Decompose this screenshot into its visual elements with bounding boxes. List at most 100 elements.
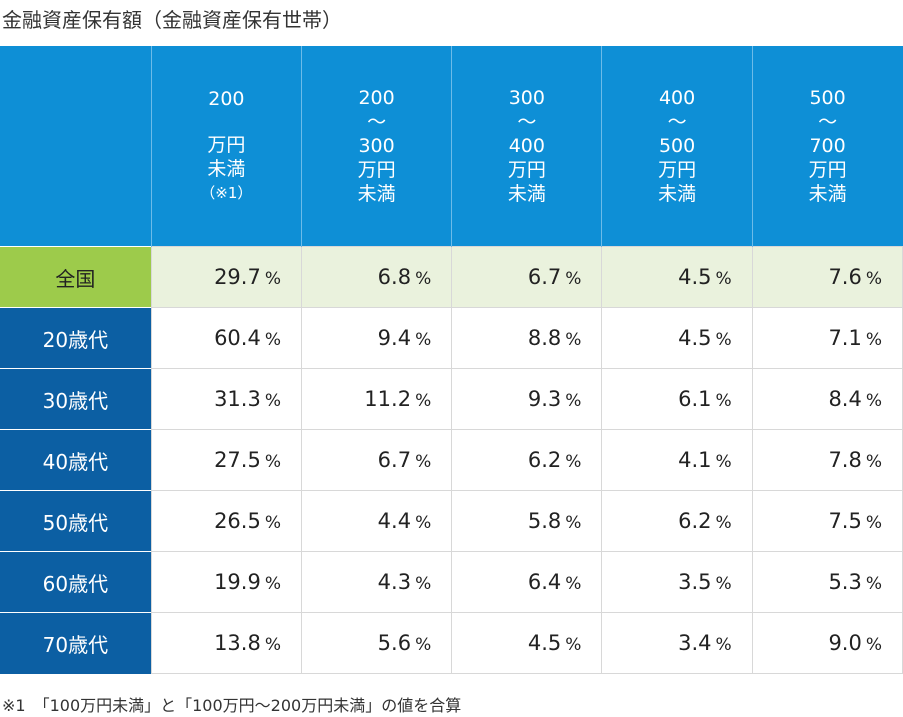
table-cell: 9.0% <box>751 612 903 674</box>
table-cell: 6.4% <box>451 551 603 613</box>
table-cell: 7.1% <box>751 307 903 369</box>
table-cell: 8.8% <box>451 307 603 369</box>
header-line: 未満 <box>808 183 847 205</box>
table-cell: 27.5% <box>150 429 302 491</box>
row-label: 70歳代 <box>0 612 152 674</box>
header-line: 〜 <box>367 111 387 133</box>
cell-value: 4.1 <box>678 448 712 472</box>
cell-value: 6.2 <box>678 509 712 533</box>
header-corner <box>0 46 152 247</box>
cell-unit: % <box>565 635 582 655</box>
header-row: 200 万円 未満 （※1） 200 〜 300 万円 未満 300 〜 400… <box>0 46 903 247</box>
header-line: 400 <box>508 135 545 157</box>
table-cell: 3.4% <box>601 612 753 674</box>
table-cell: 4.5% <box>451 612 603 674</box>
table-cell: 6.2% <box>451 429 603 491</box>
header-line: 500 <box>658 135 696 157</box>
row-label: 50歳代 <box>0 490 152 552</box>
table-cell: 5.8% <box>451 490 603 552</box>
header-200-300: 200 〜 300 万円 未満 <box>300 46 452 247</box>
table-row: 70歳代 13.8% 5.6% 4.5% 3.4% 9.0% <box>0 612 903 674</box>
header-note: （※1） <box>200 184 253 202</box>
cell-unit: % <box>264 635 281 655</box>
header-line: 300 <box>358 135 395 157</box>
header-line: 未満 <box>357 183 396 205</box>
table-cell: 7.5% <box>751 490 903 552</box>
header-line: 〜 <box>818 111 838 133</box>
cell-unit: % <box>264 452 281 472</box>
table-cell: 4.5% <box>601 307 753 369</box>
cell-unit: % <box>415 574 432 594</box>
cell-unit: % <box>565 513 582 533</box>
table-cell: 11.2% <box>300 368 453 430</box>
cell-value: 6.1 <box>678 387 712 411</box>
cell-unit: % <box>415 269 432 289</box>
header-line: 〜 <box>517 111 537 133</box>
header-line: 万円 <box>808 159 847 181</box>
cell-unit: % <box>415 391 432 411</box>
table-cell: 26.5% <box>150 490 302 552</box>
table-row: 50歳代 26.5% 4.4% 5.8% 6.2% 7.5% <box>0 490 903 552</box>
cell-value: 7.5 <box>828 509 862 533</box>
cell-value: 8.8 <box>527 326 562 350</box>
cell-value: 27.5 <box>214 448 261 472</box>
header-line: 400 <box>658 87 696 109</box>
cell-value: 7.8 <box>828 448 862 472</box>
table-cell: 5.3% <box>751 551 903 613</box>
header-line: 300 <box>508 87 545 109</box>
table-cell: 4.4% <box>300 490 453 552</box>
cell-value: 8.4 <box>828 387 862 411</box>
table-cell: 3.5% <box>601 551 753 613</box>
header-line: 万円 <box>207 134 246 156</box>
table-cell: 6.7% <box>451 246 603 308</box>
header-300-400: 300 〜 400 万円 未満 <box>451 46 602 247</box>
cell-unit: % <box>715 574 732 594</box>
table-cell: 8.4% <box>751 368 903 430</box>
header-line: 未満 <box>507 183 546 205</box>
cell-value: 29.7 <box>214 265 261 289</box>
cell-value: 5.6 <box>377 631 412 655</box>
header-400-500: 400 〜 500 万円 未満 <box>601 46 753 247</box>
row-label: 30歳代 <box>0 368 152 430</box>
table-cell: 19.9% <box>150 551 302 613</box>
row-label: 全国 <box>0 246 152 308</box>
header-line: 万円 <box>658 159 697 181</box>
cell-value: 9.4 <box>377 326 412 350</box>
header-line: 〜 <box>667 111 687 133</box>
cell-value: 6.7 <box>527 265 562 289</box>
table-cell: 5.6% <box>300 612 453 674</box>
cell-value: 26.5 <box>214 509 261 533</box>
cell-value: 3.5 <box>678 570 712 594</box>
cell-value: 19.9 <box>214 570 261 594</box>
cell-unit: % <box>264 574 281 594</box>
table-row: 60歳代 19.9% 4.3% 6.4% 3.5% 5.3% <box>0 551 903 613</box>
cell-unit: % <box>865 635 882 655</box>
header-line: 500 <box>809 87 846 109</box>
cell-unit: % <box>715 269 732 289</box>
cell-unit: % <box>715 452 732 472</box>
cell-value: 6.2 <box>527 448 562 472</box>
table-cell: 6.1% <box>601 368 753 430</box>
cell-unit: % <box>264 391 281 411</box>
header-line: 未満 <box>207 158 246 180</box>
table-row: 20歳代 60.4% 9.4% 8.8% 4.5% 7.1% <box>0 307 903 369</box>
cell-value: 5.3 <box>828 570 862 594</box>
cell-value: 6.7 <box>377 448 412 472</box>
table-row: 40歳代 27.5% 6.7% 6.2% 4.1% 7.8% <box>0 429 903 491</box>
cell-value: 7.6 <box>828 265 862 289</box>
cell-value: 6.4 <box>527 570 562 594</box>
row-label: 40歳代 <box>0 429 152 491</box>
row-label: 60歳代 <box>0 551 152 613</box>
cell-unit: % <box>715 513 732 533</box>
cell-value: 31.3 <box>214 387 261 411</box>
cell-unit: % <box>264 330 281 350</box>
row-label: 20歳代 <box>0 307 152 369</box>
cell-value: 13.8 <box>214 631 261 655</box>
cell-value: 9.0 <box>828 631 862 655</box>
cell-unit: % <box>865 574 882 594</box>
table-row: 30歳代 31.3% 11.2% 9.3% 6.1% 8.4% <box>0 368 903 430</box>
cell-value: 11.2 <box>364 387 412 411</box>
table-cell: 9.3% <box>451 368 603 430</box>
cell-value: 9.3 <box>527 387 562 411</box>
cell-value: 7.1 <box>828 326 862 350</box>
